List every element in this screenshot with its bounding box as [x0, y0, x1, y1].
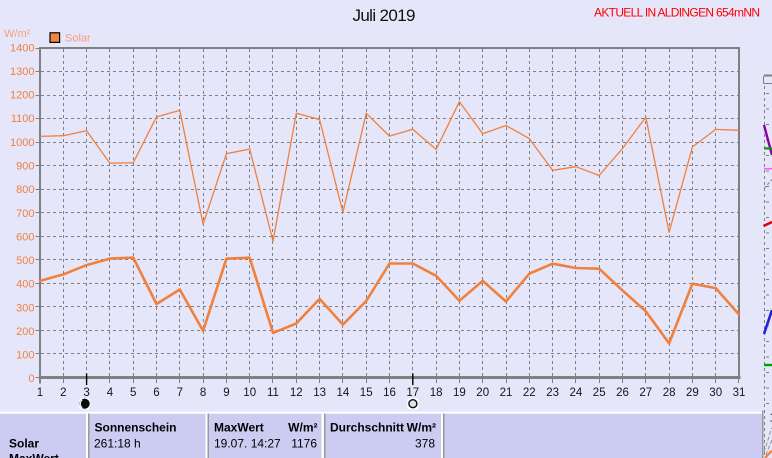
- svg-text:1100: 1100: [11, 113, 35, 125]
- svg-text:27: 27: [639, 387, 652, 399]
- svg-text:8: 8: [200, 387, 206, 399]
- svg-text:18: 18: [430, 387, 443, 399]
- svg-text:19: 19: [453, 387, 466, 399]
- svg-text:800: 800: [16, 184, 34, 196]
- svg-text:Solar: Solar: [65, 33, 91, 45]
- svg-text:261:18 h: 261:18 h: [94, 437, 141, 451]
- svg-text:16: 16: [383, 387, 396, 399]
- svg-text:Durchschnitt: Durchschnitt: [330, 421, 404, 435]
- svg-text:11: 11: [267, 387, 279, 399]
- svg-text:30: 30: [709, 387, 722, 399]
- svg-text:Sonnenschein: Sonnenschein: [95, 421, 177, 435]
- svg-text:12: 12: [290, 387, 303, 399]
- svg-text:24: 24: [570, 387, 583, 399]
- svg-text:600: 600: [16, 231, 34, 243]
- svg-text:400: 400: [16, 279, 34, 291]
- svg-text:29: 29: [686, 387, 699, 399]
- svg-text:6: 6: [153, 387, 159, 399]
- svg-text:14: 14: [337, 387, 350, 399]
- svg-text:31: 31: [733, 387, 746, 399]
- svg-text:900: 900: [16, 161, 34, 173]
- svg-text:378: 378: [415, 437, 435, 451]
- svg-text:5: 5: [130, 387, 136, 399]
- svg-text:1176: 1176: [291, 437, 317, 451]
- svg-text:17: 17: [406, 387, 419, 399]
- svg-text:100: 100: [16, 350, 34, 362]
- svg-text:10: 10: [243, 387, 256, 399]
- svg-text:19.07. 14:27: 19.07. 14:27: [214, 437, 281, 451]
- svg-text:20: 20: [476, 387, 489, 399]
- svg-text:1: 1: [37, 387, 43, 399]
- svg-text:7: 7: [177, 387, 183, 399]
- svg-text:4: 4: [107, 387, 114, 399]
- svg-text:Juli 2019: Juli 2019: [353, 6, 416, 25]
- svg-text:23: 23: [546, 387, 559, 399]
- svg-text:200: 200: [16, 326, 34, 338]
- svg-text:9: 9: [223, 387, 229, 399]
- svg-text:3: 3: [83, 387, 89, 399]
- svg-text:300: 300: [16, 302, 34, 314]
- svg-text:MaxWert: MaxWert: [9, 452, 59, 458]
- svg-text:700: 700: [16, 208, 34, 220]
- svg-text:22: 22: [523, 387, 536, 399]
- svg-text:15: 15: [360, 387, 373, 399]
- svg-text:13: 13: [313, 387, 326, 399]
- svg-text:1000: 1000: [10, 137, 34, 149]
- svg-text:2: 2: [60, 387, 66, 399]
- svg-text:W/m²: W/m²: [4, 28, 31, 40]
- svg-text:W/m²: W/m²: [288, 421, 317, 435]
- svg-text:1: 1: [770, 413, 772, 425]
- svg-text:W/m²: W/m²: [407, 421, 436, 435]
- svg-text:0: 0: [28, 373, 34, 385]
- svg-text:MaxWert: MaxWert: [214, 421, 264, 435]
- svg-text:AKTUELL IN ALDINGEN 654mNN: AKTUELL IN ALDINGEN 654mNN: [594, 5, 760, 19]
- svg-text:25: 25: [593, 387, 606, 399]
- svg-text:1200: 1200: [10, 90, 34, 102]
- svg-text:1300: 1300: [10, 66, 34, 78]
- svg-text:500: 500: [16, 255, 34, 267]
- svg-text:28: 28: [663, 387, 676, 399]
- svg-text:21: 21: [500, 387, 513, 399]
- svg-text:26: 26: [616, 387, 629, 399]
- svg-text:Solar: Solar: [9, 437, 39, 451]
- svg-text:1400: 1400: [10, 42, 34, 54]
